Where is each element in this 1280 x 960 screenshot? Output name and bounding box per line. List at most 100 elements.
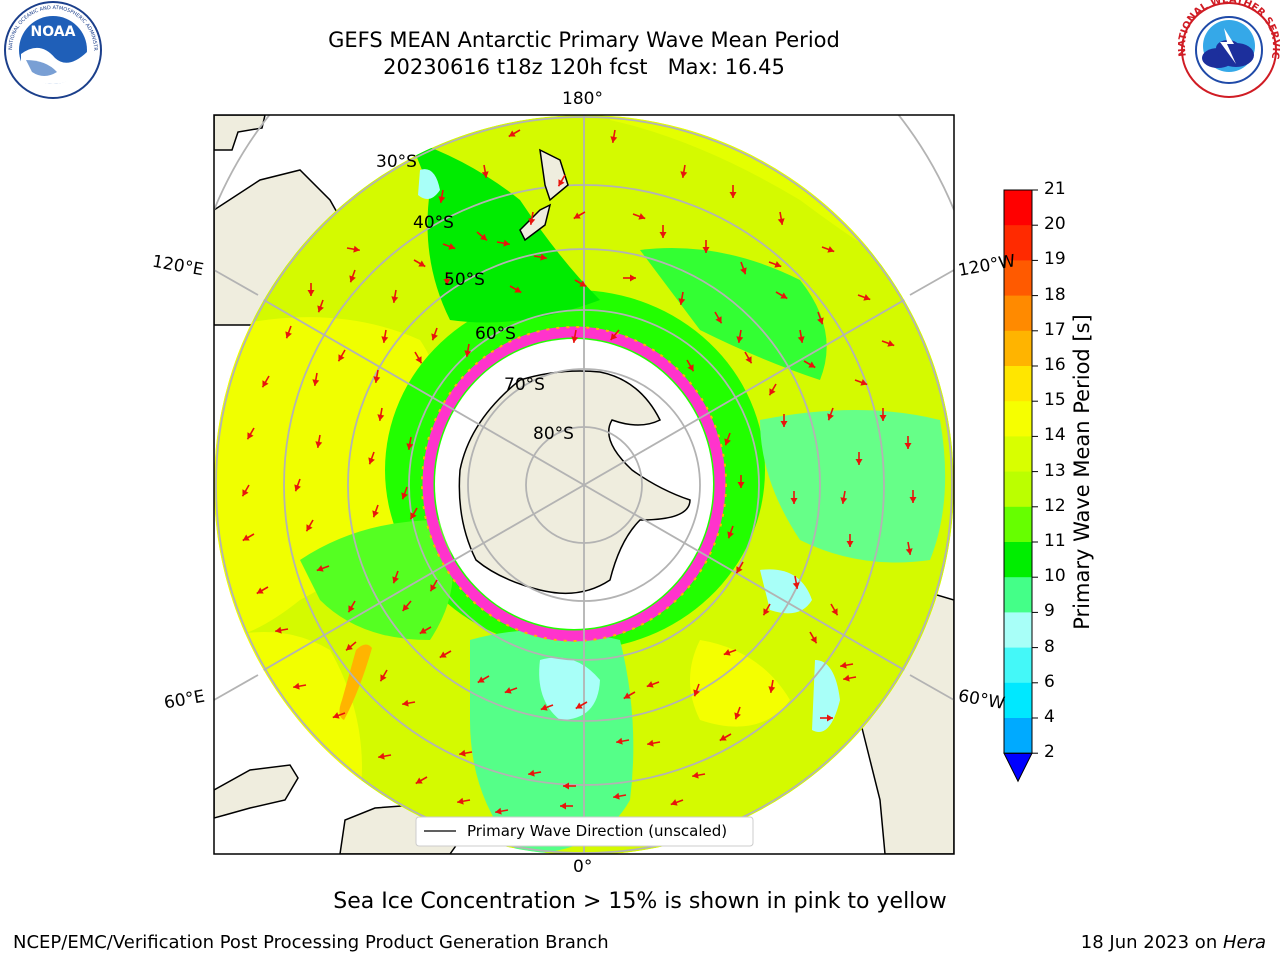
- land-inside: [519, 148, 569, 242]
- wave-arrow-head: [459, 749, 466, 757]
- wave-arrow-head: [402, 604, 410, 611]
- wave-arrow-head: [817, 317, 824, 325]
- wave-arrow-head: [401, 492, 408, 500]
- wave-arrow-head: [508, 130, 516, 137]
- wave-arrow-head: [481, 171, 489, 178]
- wave-arrow-head: [678, 298, 686, 305]
- wave-arrow-head: [729, 192, 737, 198]
- wave-arrow-head: [780, 421, 788, 427]
- wave-arrow-head: [737, 482, 745, 488]
- wave-arrow-head: [827, 714, 833, 722]
- footer-host: Hera: [1222, 932, 1266, 953]
- wave-arrow-head: [909, 497, 917, 503]
- lon-label-180: 180°: [562, 89, 603, 109]
- colorbar-band: [1004, 295, 1032, 332]
- wave-arrow-head: [575, 702, 583, 709]
- wave-arrow-head: [380, 674, 387, 682]
- wave-arrow-head: [312, 379, 320, 386]
- wave-arrow-head: [316, 565, 324, 572]
- colorbar-tick-label: 4: [1044, 707, 1055, 727]
- colorbar-tick-label: 20: [1044, 214, 1066, 235]
- map-legend: [415, 816, 754, 847]
- wave-arrow-head: [495, 807, 502, 815]
- colorbar-tick-label: 6: [1044, 671, 1055, 692]
- lat-label-50s: 50°S: [444, 270, 485, 290]
- colorbar-tick-label: 14: [1044, 425, 1066, 446]
- lon-label-0: 0°: [573, 857, 593, 877]
- colorbar-band: [1004, 366, 1032, 402]
- wave-arrow-head: [723, 649, 731, 656]
- wave-arrow-head: [381, 336, 389, 343]
- wave-arrow-head: [777, 218, 785, 225]
- wave-arrow-head: [540, 253, 547, 261]
- wave-arrow-head: [905, 548, 913, 555]
- lat-label-30s: 30°S: [376, 152, 417, 172]
- noaa-logo: NOAA NATIONAL OCEANIC AND ATMOSPHERIC AD…: [2, 0, 102, 99]
- wave-direction-arrows: [241, 129, 917, 830]
- wave-arrow-head: [693, 689, 700, 697]
- wave-arrow-head: [368, 457, 375, 465]
- wave-arrow-head: [769, 388, 776, 396]
- wave-arrow-head: [768, 686, 776, 693]
- colorbar-band: [1004, 542, 1032, 578]
- wave-arrow-head: [373, 376, 381, 383]
- svg-text:NOAA: NOAA: [31, 24, 76, 40]
- wave-arrow-head: [797, 336, 805, 343]
- wave-arrow-head: [560, 802, 566, 810]
- footer-right: 18 Jun 2023 on Hera: [1081, 932, 1266, 953]
- wave-arrow-head: [810, 636, 817, 644]
- wave-arrow-head: [256, 587, 264, 594]
- wave-arrow-head: [315, 441, 323, 448]
- chart-subtitle: 20230616 t18z 120h fcst Max: 16.45: [383, 55, 785, 79]
- antarctica: [458, 370, 691, 595]
- wave-arrow-head: [563, 782, 569, 790]
- wave-arrow-head: [293, 682, 300, 690]
- wave-arrow-head: [734, 712, 741, 720]
- colorbar-tick-label: 12: [1044, 495, 1066, 516]
- wave-arrow-head: [647, 739, 654, 747]
- wave-arrow-head: [391, 296, 399, 303]
- wave-arrow-head: [410, 512, 417, 520]
- sea-ice-note: Sea Ice Concentration > 15% is shown in …: [333, 889, 947, 914]
- colorbar-tick-label: 2: [1044, 742, 1055, 763]
- wave-arrow-head: [659, 232, 667, 238]
- colorbar-label: Primary Wave Mean Period [s]: [1070, 314, 1094, 630]
- colorbar-band: [1004, 436, 1032, 473]
- wave-arrow-head: [558, 179, 565, 187]
- wave-arrow-head: [623, 692, 631, 699]
- wave-arrow-head: [378, 752, 385, 760]
- colorbar-band: [1004, 647, 1032, 684]
- colorbar-band: [1004, 225, 1032, 261]
- wave-arrow-head: [702, 247, 710, 253]
- wave-arrow-head: [860, 379, 868, 386]
- colorbar-tick-label: 16: [1044, 355, 1066, 375]
- wave-arrow-head: [724, 438, 731, 446]
- wave-arrow-head: [464, 350, 472, 357]
- wave-arrow-head: [740, 267, 747, 275]
- wave-arrow-head: [415, 777, 423, 784]
- wave-arrow-head: [616, 737, 623, 745]
- colorbar-band: [1004, 330, 1032, 367]
- wave-arrow-head: [887, 340, 895, 347]
- wave-arrow-head: [687, 364, 694, 372]
- wave-arrow-head: [610, 136, 618, 143]
- wave-arrow-head: [242, 489, 249, 497]
- wave-arrow-head: [262, 380, 269, 388]
- wave-arrow-head: [430, 584, 437, 592]
- wave-arrow-head: [528, 218, 536, 225]
- footer-left: NCEP/EMC/Verification Post Processing Pr…: [13, 932, 609, 953]
- wave-arrow-head: [448, 243, 456, 250]
- wave-arrow-head: [431, 333, 438, 341]
- wave-arrow-head: [692, 771, 699, 779]
- wave-arrow-head: [827, 246, 835, 253]
- wave-arrow-head: [338, 354, 345, 362]
- wave-arrow-head: [402, 699, 409, 707]
- wave-arrow-head: [573, 212, 581, 219]
- wave-arrow-head: [392, 576, 399, 584]
- colorbar: [1003, 189, 1038, 783]
- footer-date: 18 Jun 2023 on: [1080, 932, 1223, 953]
- colorbar-tick-label: 19: [1044, 249, 1066, 270]
- wave-arrow-head: [418, 260, 426, 267]
- colorbar-band: [1004, 506, 1032, 543]
